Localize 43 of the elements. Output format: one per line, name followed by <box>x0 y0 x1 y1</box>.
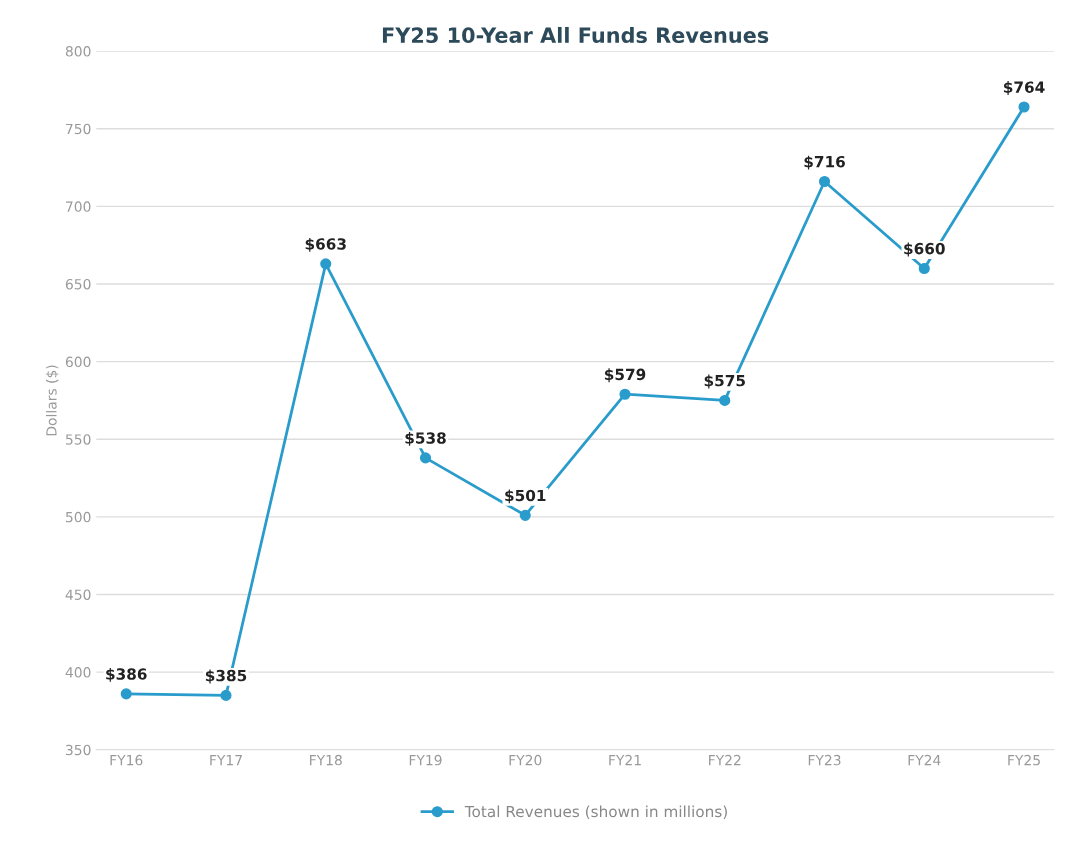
data-label: $716 <box>804 155 845 170</box>
point <box>220 689 232 701</box>
y-tick-label: 500 <box>66 511 91 523</box>
x-tick-label: FY21 <box>609 754 641 766</box>
data-label: $579 <box>604 368 646 383</box>
point <box>320 258 332 270</box>
data-label: $660 <box>904 242 945 257</box>
x-tick-label: FY19 <box>409 754 442 766</box>
data-label: $663 <box>305 237 346 252</box>
x-tick-label: FY22 <box>709 754 741 766</box>
y-tick-label: 750 <box>66 123 91 135</box>
data-label: $538 <box>405 431 446 446</box>
y-tick-label: 600 <box>65 356 91 368</box>
data-label: $501 <box>505 489 546 504</box>
y-tick-label: 800 <box>65 46 91 57</box>
x-tick-label: FY23 <box>808 754 841 766</box>
data-label: $386 <box>106 667 147 682</box>
point <box>818 175 831 188</box>
x-tick-label: FY24 <box>908 754 941 766</box>
y-axis-title: Dollars ($) <box>45 365 59 436</box>
data-label: $575 <box>704 374 745 389</box>
y-tick-label: 350 <box>65 744 91 756</box>
y-tick-label: 450 <box>65 589 91 600</box>
point <box>120 688 132 700</box>
x-tick-label: FY18 <box>310 754 342 766</box>
point <box>1018 101 1030 113</box>
point <box>918 262 930 275</box>
y-tick-label: 700 <box>66 201 91 212</box>
x-tick-label: FY16 <box>110 754 143 766</box>
legend-label: Total Revenues (shown in millions) <box>464 805 727 820</box>
y-tick-label: 550 <box>66 434 91 445</box>
y-tick-label: 400 <box>65 667 91 678</box>
chart-title: FY25 10-Year All Funds Revenues <box>382 26 769 44</box>
point <box>719 394 731 406</box>
point <box>519 509 531 521</box>
point <box>619 388 631 400</box>
x-tick-label: FY17 <box>210 755 242 766</box>
y-tick-label: 650 <box>65 278 91 290</box>
x-tick-label: FY20 <box>509 754 542 766</box>
point <box>419 452 432 464</box>
x-tick-label: FY25 <box>1008 754 1040 766</box>
data-label: $764 <box>1003 81 1045 95</box>
data-label: $385 <box>205 669 247 684</box>
